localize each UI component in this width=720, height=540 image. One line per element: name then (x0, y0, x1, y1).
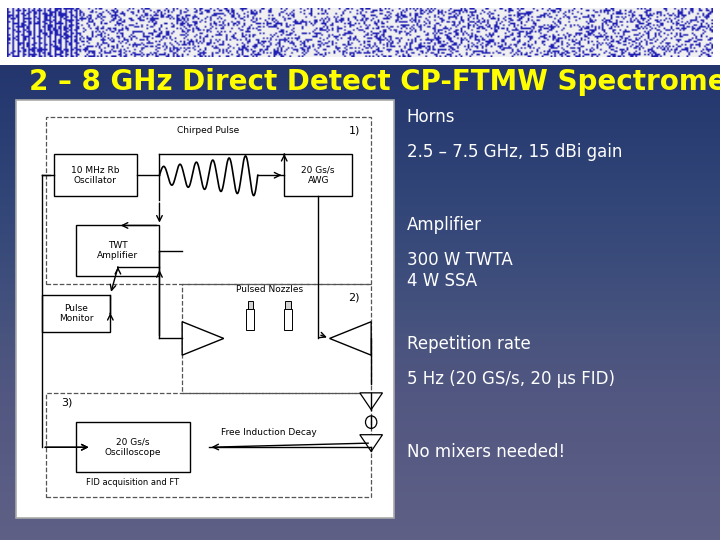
Bar (42, 294, 110, 332)
Text: Amplifier: Amplifier (407, 216, 482, 234)
Polygon shape (330, 322, 372, 355)
Polygon shape (182, 322, 224, 355)
Bar (76, 225, 160, 275)
Text: 5 Hz (20 GS/s, 20 μs FID): 5 Hz (20 GS/s, 20 μs FID) (407, 370, 615, 388)
Bar (53, 154, 137, 196)
Text: 300 W TWTA
4 W SSA: 300 W TWTA 4 W SSA (407, 251, 513, 290)
Text: Horns: Horns (407, 108, 455, 126)
Bar (248, 301, 253, 309)
Bar (46, 117, 372, 284)
Bar (182, 284, 372, 393)
Text: No mixers needed!: No mixers needed! (407, 443, 565, 461)
Text: 1): 1) (348, 125, 360, 135)
Polygon shape (360, 435, 382, 451)
Bar (76, 422, 190, 472)
FancyBboxPatch shape (16, 100, 394, 518)
Text: Pulse
Monitor: Pulse Monitor (59, 303, 94, 323)
Text: 20 Gs/s
Oscilloscope: 20 Gs/s Oscilloscope (105, 437, 161, 457)
Text: Chirped Pulse: Chirped Pulse (178, 126, 240, 136)
Text: 2 – 8 GHz Direct Detect CP-FTMW Spectrometer: 2 – 8 GHz Direct Detect CP-FTMW Spectrom… (29, 68, 720, 96)
Bar (284, 154, 352, 196)
Text: 2.5 – 7.5 GHz, 15 dBi gain: 2.5 – 7.5 GHz, 15 dBi gain (407, 143, 622, 161)
Text: Pulsed Nozzles: Pulsed Nozzles (235, 286, 302, 294)
Text: TWT
Amplifier: TWT Amplifier (97, 241, 138, 260)
Text: FID acquisition and FT: FID acquisition and FT (86, 478, 179, 487)
Text: 3): 3) (61, 397, 73, 407)
Bar (284, 309, 292, 330)
Text: 20 Gs/s
AWG: 20 Gs/s AWG (302, 166, 335, 185)
Bar (246, 309, 254, 330)
Bar (285, 301, 291, 309)
Text: Free Induction Decay: Free Induction Decay (221, 428, 317, 437)
Polygon shape (360, 393, 382, 409)
Bar (0, 0, 720, 65)
Bar (46, 393, 372, 497)
Text: Repetition rate: Repetition rate (407, 335, 531, 353)
Text: 10 MHz Rb
Oscillator: 10 MHz Rb Oscillator (71, 166, 120, 185)
Text: 2): 2) (348, 292, 360, 302)
